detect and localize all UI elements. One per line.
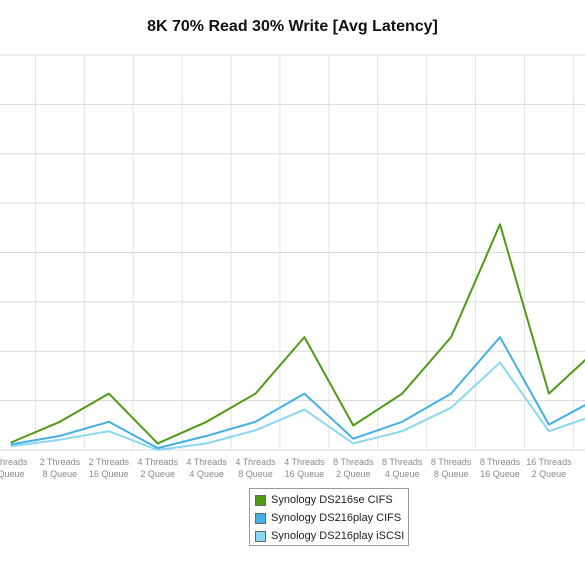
x-tick-label: 8 Queue [238, 469, 273, 479]
data-point [548, 424, 550, 426]
data-point [499, 223, 501, 225]
x-tick-label: 4 Threads [235, 457, 276, 467]
legend-swatch [255, 512, 266, 524]
data-point [206, 442, 208, 445]
x-tick-label: 16 Queue [89, 469, 129, 479]
x-tick-label: 4 Queue [189, 469, 224, 479]
legend-label: Synology DS216se CIFS [271, 494, 393, 506]
x-tick-label: 16 Threads [526, 457, 572, 467]
data-point [450, 407, 452, 409]
data-point [401, 430, 403, 432]
data-point [157, 447, 159, 449]
data-point [10, 441, 12, 444]
data-point [548, 430, 550, 432]
data-point [59, 439, 61, 441]
data-point [352, 442, 354, 445]
x-tick-label: 8 Threads [333, 457, 374, 467]
grid [0, 54, 585, 451]
x-tick-label: 16 Queue [480, 469, 520, 479]
series-line [10, 223, 585, 445]
data-point [108, 392, 110, 395]
data-point [499, 361, 501, 364]
data-point [254, 429, 257, 431]
chart-title: 8K 70% Read 30% Write [Avg Latency] [147, 18, 438, 35]
data-point [59, 421, 61, 423]
legend-label: Synology DS216play iSCSI [271, 530, 405, 542]
x-tick-label: 4 Queue [385, 469, 420, 479]
data-point [157, 442, 159, 445]
x-tick-label: 8 Queue [434, 469, 469, 479]
data-point [108, 430, 110, 432]
x-tick-label: Threads [0, 457, 28, 467]
data-point [303, 408, 305, 411]
legend-swatch [255, 530, 266, 542]
legend: Synology DS216se CIFS Synology DS216play… [249, 488, 409, 546]
x-tick-label: 2 Queue [140, 469, 175, 479]
legend-item: Synology DS216se CIFS [255, 492, 393, 508]
data-point [10, 443, 12, 445]
x-tick-label: 2 Threads [89, 457, 130, 467]
x-axis-ticks: Threads Queue 2 Threads 8 Queue 2 Threads 16 … [0, 457, 572, 479]
data-point [254, 392, 257, 395]
x-tick-label: 8 Queue [43, 469, 78, 479]
data-point [352, 424, 354, 427]
data-point [10, 445, 12, 447]
data-point [303, 392, 305, 395]
x-tick-label: 2 Threads [40, 457, 81, 467]
x-tick-label: Queue [0, 469, 25, 479]
data-point [206, 421, 208, 423]
x-tick-label: 4 Threads [186, 457, 227, 467]
x-tick-label: 8 Threads [382, 457, 423, 467]
data-point [157, 449, 159, 451]
series-layer [10, 223, 585, 451]
data-point [108, 421, 110, 423]
x-tick-label: 4 Threads [284, 457, 325, 467]
data-point [206, 435, 208, 437]
series-line [10, 336, 585, 450]
data-point [254, 421, 257, 423]
x-tick-label: 2 Queue [336, 469, 371, 479]
data-point [450, 392, 452, 395]
x-tick-label: 16 Queue [285, 469, 325, 479]
data-point [450, 336, 452, 338]
data-point [401, 392, 403, 395]
data-point [303, 336, 305, 338]
legend-label: Synology DS216play CIFS [271, 512, 402, 524]
data-point [352, 438, 354, 440]
data-point [59, 435, 61, 437]
data-point [401, 421, 403, 423]
legend-item: Synology DS216play CIFS [255, 510, 401, 526]
data-point [499, 336, 501, 338]
x-tick-label: 4 Threads [138, 457, 179, 467]
x-tick-label: 8 Threads [480, 457, 521, 467]
series-line [10, 361, 585, 451]
data-point [548, 392, 550, 395]
x-tick-label: 8 Threads [431, 457, 472, 467]
legend-item: Synology DS216play iSCSI [255, 528, 404, 544]
x-tick-label: 2 Queue [532, 469, 567, 479]
legend-swatch [255, 494, 266, 506]
